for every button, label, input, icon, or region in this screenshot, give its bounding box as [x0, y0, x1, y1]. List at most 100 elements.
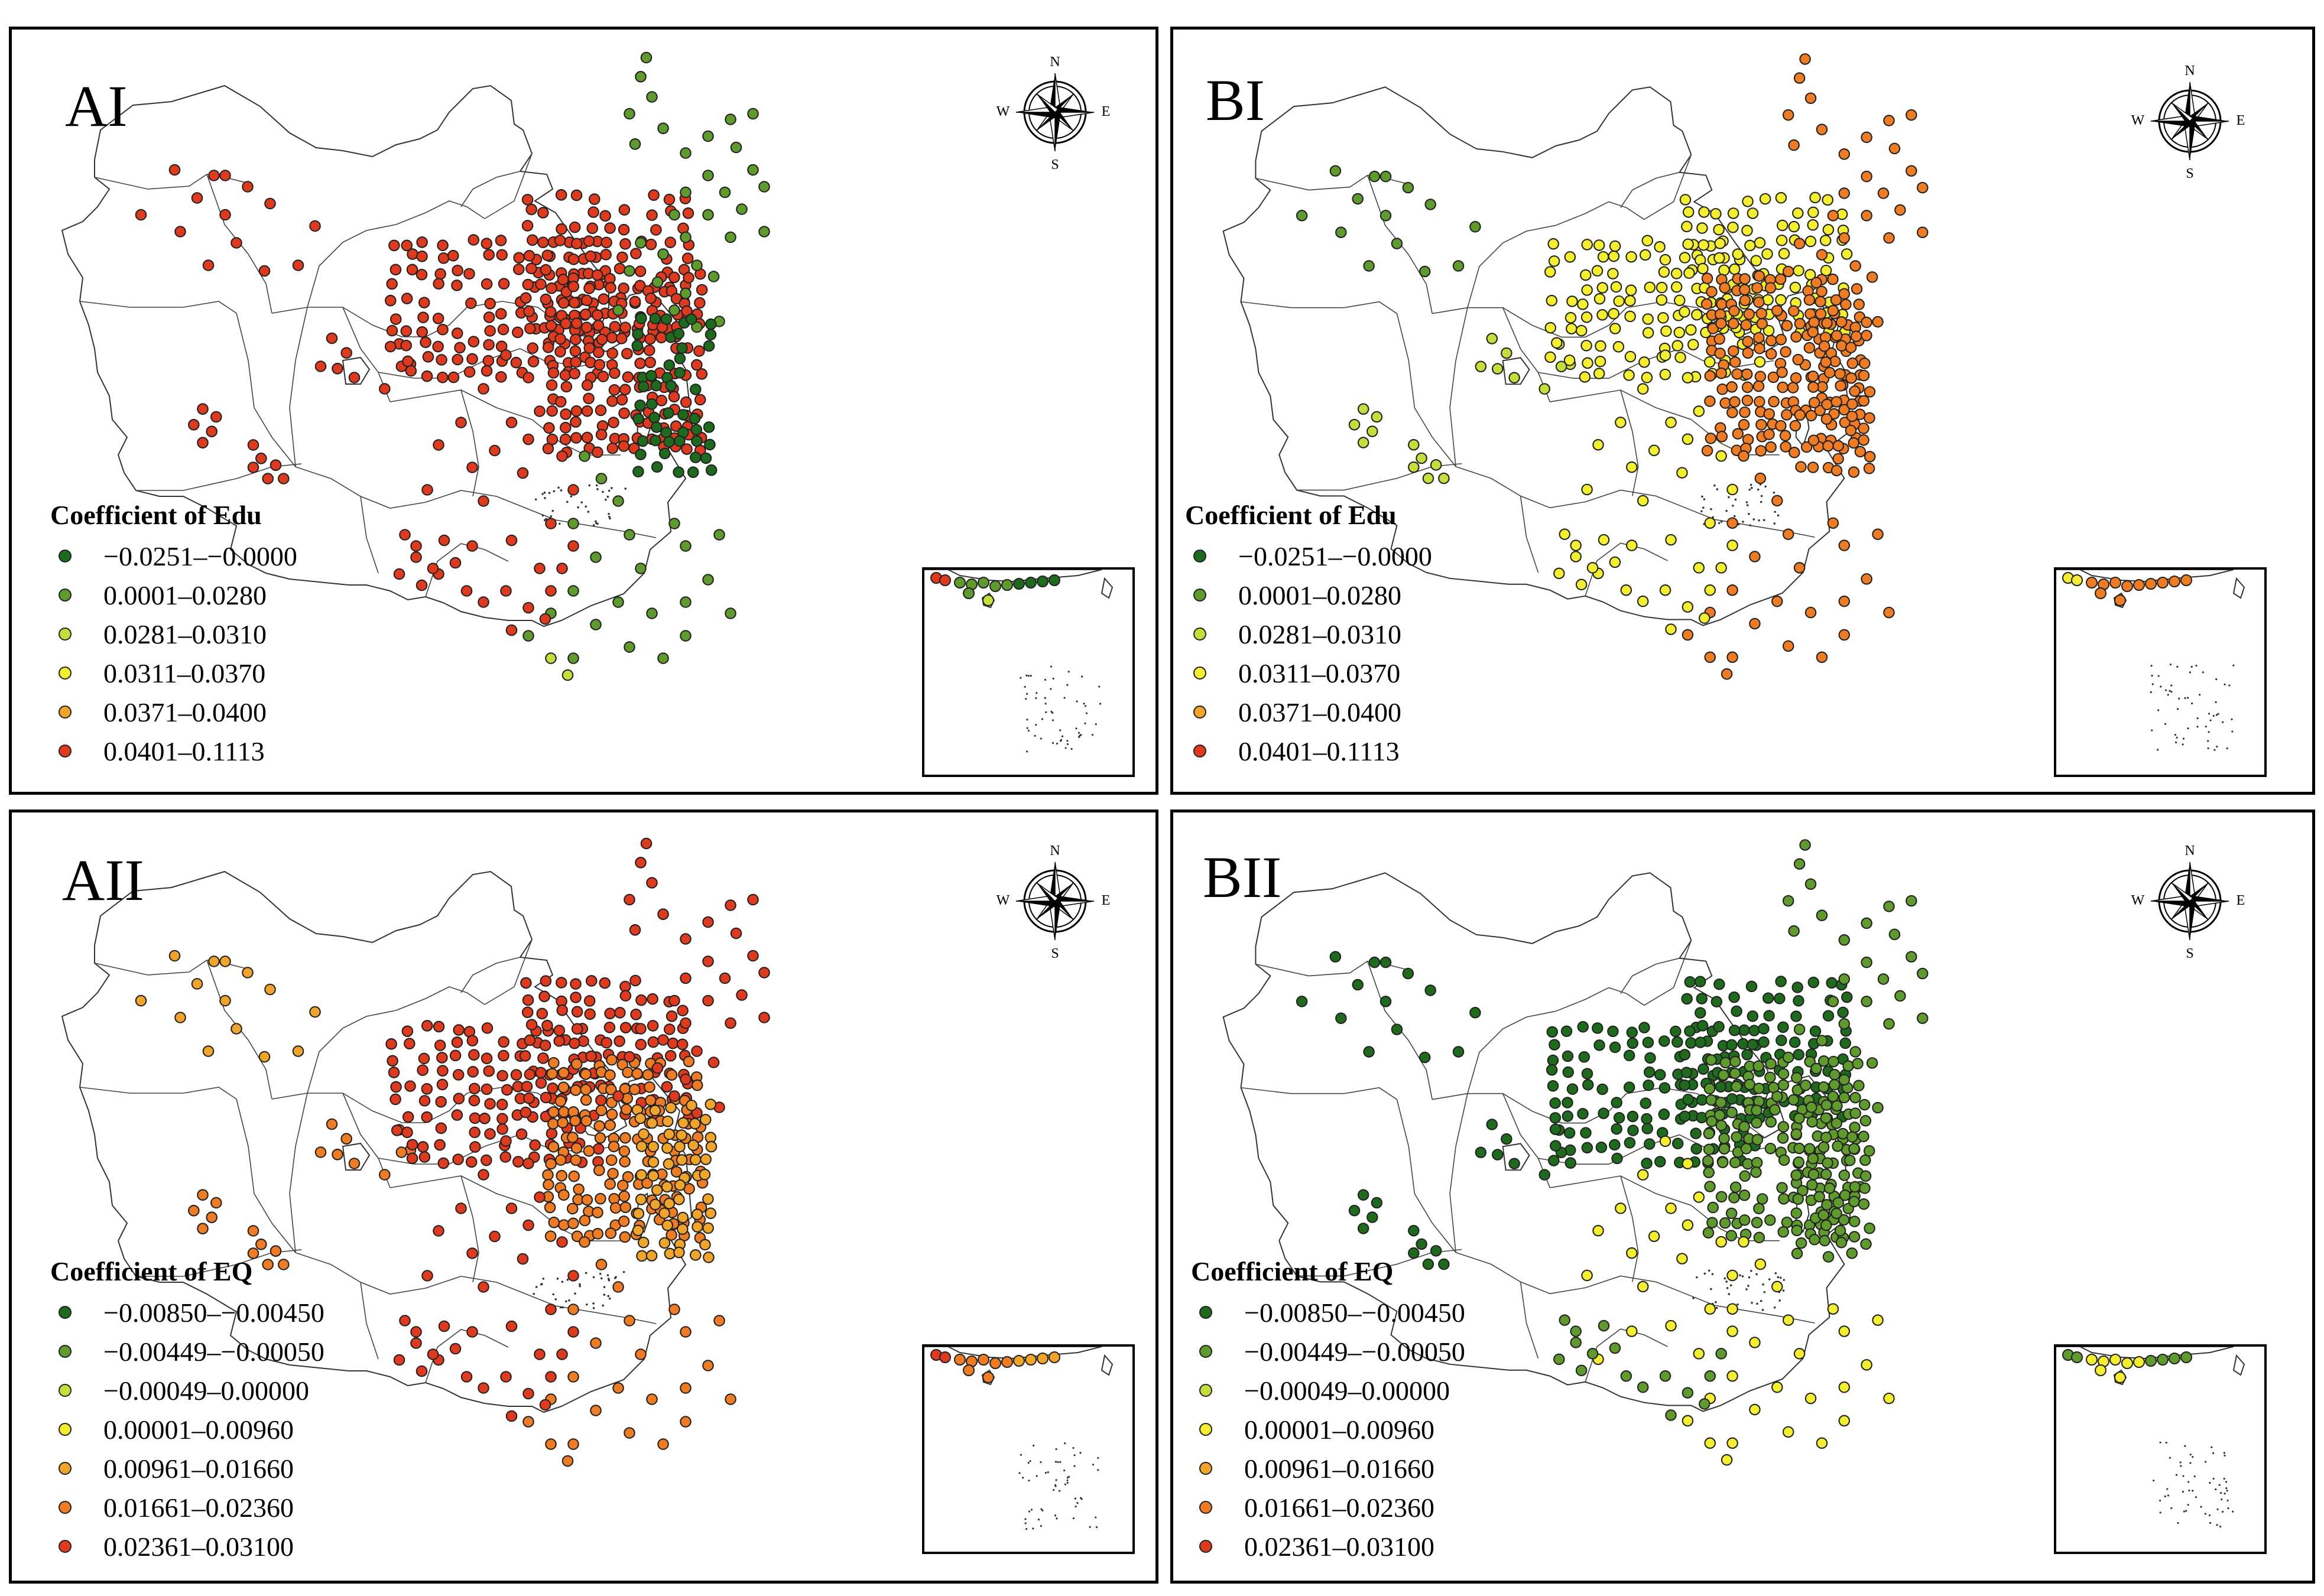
data-point [554, 1095, 567, 1107]
data-point [705, 329, 717, 341]
data-point [468, 234, 480, 246]
data-point [402, 1111, 414, 1123]
data-point [1335, 1012, 1347, 1024]
data-point [547, 367, 560, 379]
data-point [541, 1019, 553, 1032]
data-point [1848, 466, 1860, 478]
data-point [1559, 1314, 1570, 1326]
data-point [416, 1365, 428, 1377]
data-point [534, 405, 546, 417]
data-point [1758, 1036, 1770, 1048]
data-point [689, 412, 701, 425]
legend-label: 0.00961–0.01660 [1244, 1453, 1434, 1484]
data-point [1609, 556, 1621, 568]
data-point [567, 1270, 579, 1282]
data-point [1570, 1325, 1582, 1337]
data-point [1750, 1166, 1762, 1178]
data-point [1598, 1319, 1610, 1332]
data-point [522, 278, 534, 291]
data-point [571, 1023, 583, 1035]
data-point [326, 332, 338, 344]
data-point [604, 1119, 616, 1132]
data-point [1348, 1204, 1361, 1217]
data-point [1562, 1066, 1574, 1078]
data-point [1641, 1123, 1653, 1135]
data-point [1776, 235, 1788, 246]
data-point [529, 1139, 541, 1151]
legend-label: 0.0371–0.0400 [1238, 697, 1401, 727]
legend-item: 0.00961–0.01660 [50, 1449, 324, 1488]
data-point [231, 237, 242, 249]
data-point [1615, 417, 1627, 428]
data-point [1699, 1398, 1710, 1410]
data-point [758, 1012, 770, 1023]
data-point [1854, 446, 1867, 458]
data-point [391, 1124, 403, 1136]
data-point [1562, 1050, 1574, 1062]
data-point [390, 264, 402, 276]
data-point [525, 262, 537, 275]
data-point [1749, 551, 1761, 563]
data-point [1861, 917, 1872, 929]
data-point [1643, 1079, 1654, 1091]
data-point [468, 336, 480, 348]
data-point [522, 372, 534, 383]
data-point [1731, 1131, 1742, 1143]
data-point [1758, 1023, 1770, 1035]
data-point [451, 1109, 463, 1121]
data-point [1702, 1227, 1715, 1239]
data-point [1830, 396, 1842, 408]
data-point [1861, 1359, 1872, 1371]
data-point [536, 1007, 548, 1020]
data-point [1864, 386, 1876, 398]
data-point [1832, 1140, 1843, 1152]
data-point [1788, 220, 1800, 233]
data-point [1859, 1154, 1871, 1166]
data-point [1775, 420, 1787, 432]
data-point [622, 371, 634, 383]
data-point [524, 1068, 536, 1081]
data-point [1579, 371, 1591, 383]
data-point [747, 893, 759, 906]
data-point [437, 1157, 450, 1169]
data-point [1685, 324, 1697, 336]
data-point [1838, 934, 1851, 946]
data-point [1713, 223, 1725, 236]
data-point [687, 1139, 699, 1152]
data-point [606, 1109, 618, 1120]
data-point [1805, 409, 1817, 422]
data-point [505, 534, 518, 547]
data-point [1335, 226, 1347, 238]
data-point [1581, 483, 1593, 496]
data-point [1827, 273, 1839, 285]
data-point [592, 319, 605, 331]
data-point [416, 251, 428, 262]
data-point [1806, 1101, 1817, 1113]
data-point [400, 339, 413, 352]
data-point [1838, 973, 1851, 985]
data-point [500, 585, 512, 597]
data-point [543, 1179, 554, 1191]
data-point [1763, 1010, 1775, 1022]
data-point [1753, 1202, 1765, 1214]
legend-label: 0.02361–0.03100 [103, 1531, 294, 1562]
data-point [601, 1036, 612, 1049]
data-point [481, 1154, 492, 1166]
data-point [522, 602, 534, 614]
data-point [527, 234, 538, 246]
panel-label: BII [1203, 844, 1282, 910]
data-point [590, 619, 602, 630]
data-point [658, 447, 671, 460]
data-point [1789, 1036, 1801, 1048]
data-point [1627, 1037, 1638, 1049]
data-point [595, 1259, 608, 1270]
data-point [580, 294, 593, 307]
legend-swatch [59, 1540, 72, 1553]
data-point [1822, 194, 1833, 206]
data-point [730, 927, 742, 940]
data-point [1648, 444, 1660, 456]
data-point [1775, 333, 1787, 346]
data-point [604, 1007, 616, 1019]
data-point [1721, 668, 1733, 680]
data-point [635, 1140, 648, 1152]
